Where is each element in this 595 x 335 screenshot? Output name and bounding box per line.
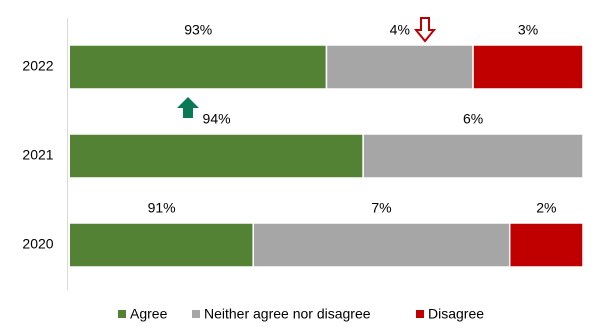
- bar-segment: [252, 222, 511, 268]
- legend-label: Neither agree nor disagree: [204, 306, 371, 322]
- legend-swatch: [192, 310, 200, 318]
- bar-segment: [70, 133, 364, 179]
- bar-segment: [325, 44, 474, 90]
- legend: Agree Neither agree nor disagree Disagree: [118, 306, 484, 322]
- data-label: 3%: [518, 22, 538, 38]
- bar-segment: [472, 44, 583, 90]
- y-tick-label: 2021: [22, 147, 53, 163]
- legend-label: Disagree: [428, 306, 484, 322]
- plot-area: [70, 44, 583, 268]
- data-label: 2%: [536, 200, 556, 216]
- bar-segment: [70, 44, 328, 90]
- up-arrow: [177, 97, 199, 118]
- data-label: 93%: [184, 22, 212, 38]
- y-tick-label: 2022: [22, 58, 53, 74]
- data-label: 91%: [148, 200, 176, 216]
- bar-segment: [362, 133, 583, 179]
- bar-segment: [508, 222, 583, 268]
- data-label: 6%: [463, 111, 483, 127]
- data-label: 4%: [390, 22, 410, 38]
- data-label: 7%: [371, 200, 391, 216]
- legend-swatch: [416, 310, 424, 318]
- down-arrow: [413, 17, 437, 43]
- legend-label: Agree: [130, 306, 168, 322]
- legend-swatch: [118, 310, 126, 318]
- y-tick-label: 2020: [22, 236, 53, 252]
- data-label: 94%: [203, 111, 231, 127]
